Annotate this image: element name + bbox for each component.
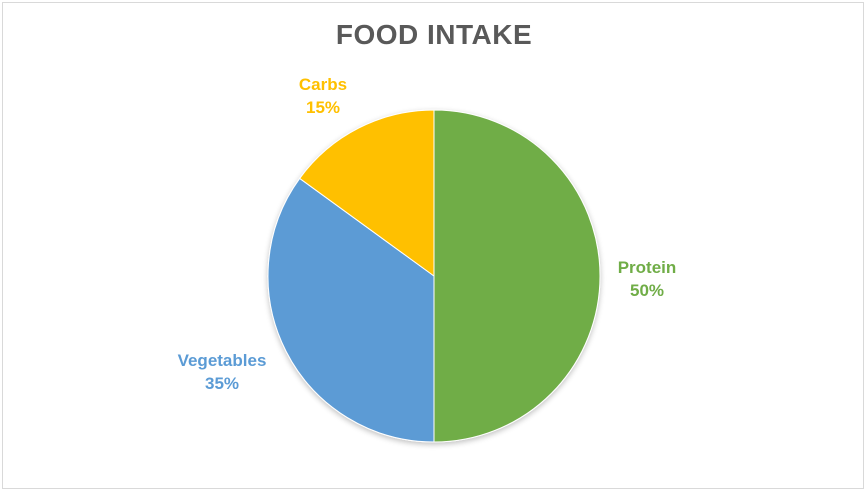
- protein-name: Protein: [617, 258, 677, 277]
- data-label-carbs: Carbs 15%: [286, 73, 360, 119]
- chart-title: FOOD INTAKE: [335, 19, 533, 50]
- carbs-name: Carbs: [298, 75, 348, 94]
- vegetables-percent: 35%: [204, 374, 240, 393]
- protein-percent: 50%: [629, 281, 665, 300]
- pie-slice-carbs: [299, 109, 435, 277]
- vegetables-name: Vegetables: [177, 351, 267, 370]
- data-label-vegetables: Vegetables 35%: [163, 349, 281, 395]
- pie-slice-protein: [433, 109, 601, 443]
- carbs-percent: 15%: [305, 98, 341, 117]
- pie-slice-vegetables: [267, 177, 435, 443]
- data-label-protein: Protein 50%: [603, 256, 691, 302]
